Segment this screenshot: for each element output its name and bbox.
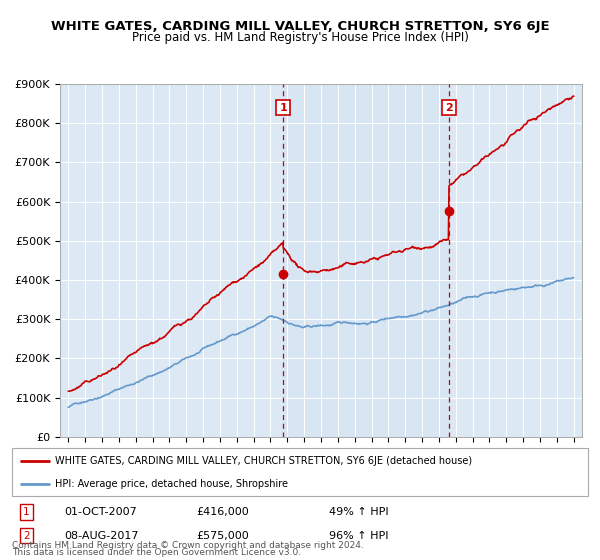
Text: WHITE GATES, CARDING MILL VALLEY, CHURCH STRETTON, SY6 6JE (detached house): WHITE GATES, CARDING MILL VALLEY, CHURCH… — [55, 456, 472, 466]
Text: 96% ↑ HPI: 96% ↑ HPI — [329, 530, 388, 540]
Text: 1: 1 — [23, 507, 30, 517]
Text: 01-OCT-2007: 01-OCT-2007 — [64, 507, 137, 517]
Text: This data is licensed under the Open Government Licence v3.0.: This data is licensed under the Open Gov… — [12, 548, 301, 557]
Text: Contains HM Land Registry data © Crown copyright and database right 2024.: Contains HM Land Registry data © Crown c… — [12, 541, 364, 550]
Text: 2: 2 — [445, 102, 453, 113]
Text: 1: 1 — [279, 102, 287, 113]
Text: £575,000: £575,000 — [196, 530, 249, 540]
Text: £416,000: £416,000 — [196, 507, 249, 517]
Text: 49% ↑ HPI: 49% ↑ HPI — [329, 507, 388, 517]
Text: 2: 2 — [23, 530, 30, 540]
Text: Price paid vs. HM Land Registry's House Price Index (HPI): Price paid vs. HM Land Registry's House … — [131, 31, 469, 44]
Text: 08-AUG-2017: 08-AUG-2017 — [64, 530, 139, 540]
Bar — [283, 84, 449, 437]
Text: WHITE GATES, CARDING MILL VALLEY, CHURCH STRETTON, SY6 6JE: WHITE GATES, CARDING MILL VALLEY, CHURCH… — [50, 20, 550, 32]
FancyBboxPatch shape — [12, 448, 588, 496]
Text: HPI: Average price, detached house, Shropshire: HPI: Average price, detached house, Shro… — [55, 479, 288, 489]
